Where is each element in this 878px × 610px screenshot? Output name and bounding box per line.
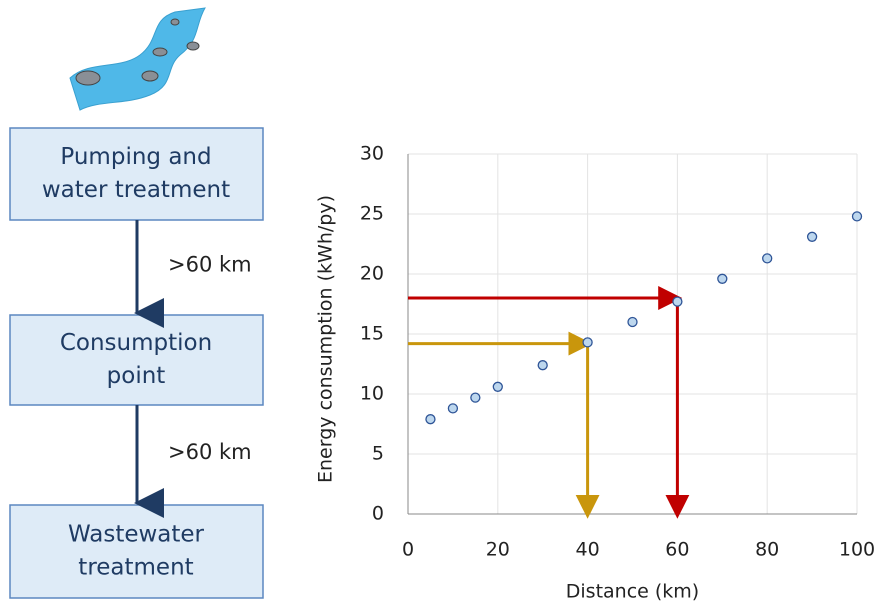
box-label: Consumption: [60, 330, 212, 356]
data-point: [582, 337, 593, 348]
box-label: Pumping and: [60, 144, 211, 170]
box-label: water treatment: [42, 177, 230, 203]
x-tick-label: 40: [576, 539, 600, 561]
data-point: [717, 273, 728, 284]
data-point: [851, 211, 863, 222]
river-icon: [69, 7, 206, 111]
y-tick-label: 5: [372, 443, 384, 465]
process-box: [9, 504, 264, 599]
x-axis-label: Distance (km): [566, 581, 699, 603]
y-axis-label: Energy consumption (kWh/py): [315, 195, 337, 483]
box-label: treatment: [78, 555, 193, 581]
x-tick-label: 100: [839, 539, 875, 561]
x-tick-label: 80: [755, 539, 779, 561]
process-box: [9, 314, 264, 406]
y-tick-label: 25: [360, 203, 384, 225]
x-tick-label: 20: [486, 539, 510, 561]
box-label: point: [107, 363, 166, 389]
edge-label: >60 km: [168, 440, 252, 464]
process-box: [9, 127, 264, 221]
data-point: [672, 296, 683, 307]
data-point: [762, 253, 773, 264]
data-point: [806, 231, 818, 242]
y-tick-label: 0: [372, 503, 384, 525]
data-point: [537, 360, 548, 371]
x-tick-label: 60: [665, 539, 689, 561]
data-point: [492, 381, 503, 392]
y-tick-label: 15: [360, 323, 384, 345]
data-point: [627, 316, 638, 328]
flow-diagram: Pumping and water treatment Consumption poi…: [9, 127, 264, 599]
edge-label: >60 km: [168, 253, 252, 277]
x-tick-label: 0: [402, 539, 414, 561]
y-tick-label: 30: [360, 143, 384, 165]
y-tick-label: 10: [360, 383, 384, 405]
chart: 0 5 10 15 20 25 30 0 20 40 60 80 100 Distance (km) Ene…: [315, 143, 876, 603]
data-point: [425, 414, 436, 425]
y-tick-label: 20: [360, 263, 384, 285]
box-label: Wastewater: [68, 522, 205, 548]
data-point: [470, 392, 481, 403]
data-point: [447, 403, 459, 414]
